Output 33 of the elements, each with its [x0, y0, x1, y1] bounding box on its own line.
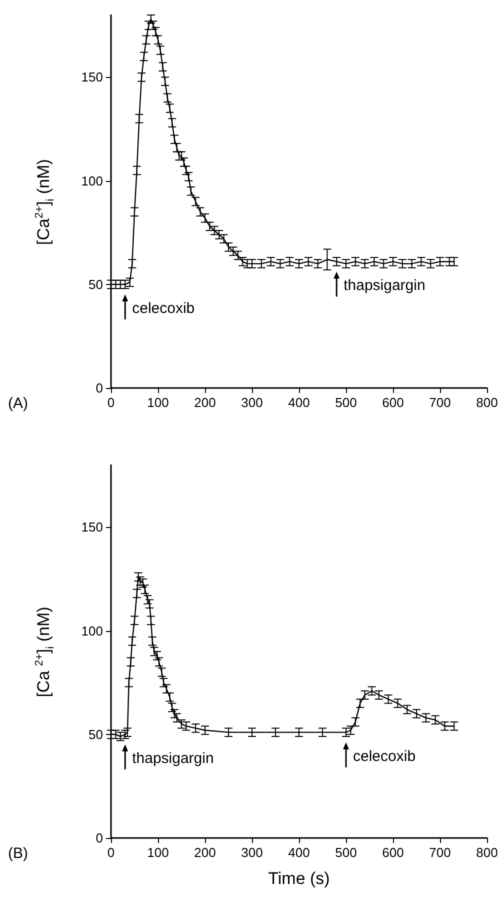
y-tick-label: 150: [81, 70, 103, 85]
text: (A): [8, 395, 28, 412]
y-tick-label: 50: [88, 726, 103, 742]
annotation: thapsigargin: [132, 750, 214, 767]
y-tick-label: 100: [81, 173, 103, 188]
x-tick-label: 0: [107, 395, 115, 410]
x-tick-label: 500: [335, 845, 357, 860]
x-tick-label: 600: [382, 845, 404, 860]
y-tick-label: 150: [81, 520, 103, 535]
x-tick-label: 800: [476, 845, 498, 860]
x-tick-label: 0: [107, 845, 115, 860]
y-tick-label: 0: [96, 830, 103, 846]
x-tick-label: 100: [147, 395, 169, 410]
x-tick-label: 700: [429, 395, 451, 410]
x-axis-title: Time (s): [268, 869, 330, 888]
annotation: thapsigargin: [344, 277, 426, 294]
annotation: celecoxib: [132, 300, 195, 317]
x-tick-label: 800: [476, 395, 498, 410]
y-tick-label: 100: [81, 623, 103, 638]
x-tick-label: 700: [429, 845, 451, 860]
x-tick-label: 300: [241, 395, 263, 410]
y-tick-label: 0: [96, 380, 103, 396]
annotation: celecoxib: [353, 748, 416, 765]
x-tick-label: 300: [241, 845, 263, 860]
x-tick-label: 600: [382, 395, 404, 410]
text: (B): [8, 845, 28, 862]
x-tick-label: 500: [335, 395, 357, 410]
y-tick-label: 50: [88, 276, 103, 292]
x-tick-label: 100: [147, 845, 169, 860]
x-tick-label: 400: [288, 845, 310, 860]
x-tick-label: 200: [194, 395, 216, 410]
x-tick-label: 400: [288, 395, 310, 410]
x-tick-label: 200: [194, 845, 216, 860]
